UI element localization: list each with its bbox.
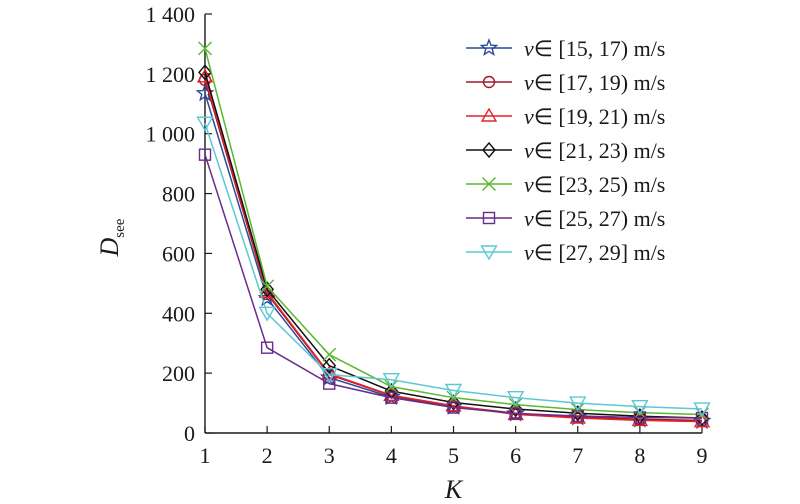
series-line <box>204 154 703 419</box>
legend-label: v∈ [21, 23) m/s <box>524 138 665 163</box>
legend-marker <box>480 245 498 261</box>
data-point <box>506 390 525 407</box>
legend-label-range: ∈ [15, 17) m/s <box>534 36 666 61</box>
data-point <box>198 148 212 161</box>
legend-label-range: ∈ [19, 21) m/s <box>534 104 666 129</box>
y-axis-title-sub: see <box>112 218 128 237</box>
y-tick-label: 1 000 <box>146 122 196 147</box>
legend-label: v∈ [17, 19) m/s <box>524 70 665 95</box>
y-axis-title-main: D <box>95 237 124 257</box>
legend-marker <box>479 38 499 57</box>
legend-label-range: ∈ [17, 19) m/s <box>534 70 666 95</box>
y-tick-label: 1 400 <box>146 2 196 27</box>
legend-label-range: ∈ [27, 29] m/s <box>534 240 666 265</box>
data-point <box>631 399 649 416</box>
x-tick-label: 9 <box>697 443 708 468</box>
legend-item: v∈ [21, 23) m/s <box>466 138 665 163</box>
legend-item: v∈ [15, 17) m/s <box>466 36 665 61</box>
series-7 <box>196 116 711 418</box>
data-point <box>260 341 274 354</box>
data-point <box>569 396 587 412</box>
legend-label-symbol: v <box>524 104 534 129</box>
data-point <box>260 281 275 298</box>
legend-marker <box>480 107 498 122</box>
legend-label-symbol: v <box>524 138 534 163</box>
x-tick-label: 4 <box>386 443 397 468</box>
legend-item: v∈ [25, 27) m/s <box>466 206 665 231</box>
series-layer <box>195 41 712 430</box>
legend-label: v∈ [15, 17) m/s <box>524 36 665 61</box>
data-point <box>382 373 401 389</box>
data-point <box>447 401 460 414</box>
legend-marker <box>482 211 496 225</box>
data-point <box>196 116 214 132</box>
x-axis-title: K <box>444 475 464 504</box>
data-point <box>258 306 276 322</box>
x-tick-label: 3 <box>324 443 335 468</box>
data-point <box>446 394 461 411</box>
legend-label: v∈ [25, 27) m/s <box>524 206 665 231</box>
legend-label: v∈ [27, 29] m/s <box>524 240 665 265</box>
x-tick-label: 2 <box>262 443 273 468</box>
data-point <box>695 407 709 422</box>
data-point <box>320 367 338 384</box>
y-tick-label: 0 <box>184 421 195 446</box>
ticks: 0 200 400 600 800 1 000 1 200 1 400 1 2 3 4 5 6 7 8 9 <box>146 2 708 468</box>
x-tick-label: 5 <box>448 443 459 468</box>
legend-label-range: ∈ [23, 25) m/s <box>534 172 666 197</box>
x-tick-label: 8 <box>634 443 645 468</box>
y-tick-label: 800 <box>162 182 195 207</box>
data-point <box>695 411 709 425</box>
data-point <box>695 409 709 427</box>
legend-item: v∈ [17, 19) m/s <box>466 70 665 95</box>
y-tick-label: 600 <box>162 241 195 266</box>
series-6 <box>198 148 709 425</box>
data-point <box>322 347 337 362</box>
data-point <box>509 407 522 420</box>
data-point <box>508 400 523 418</box>
data-point <box>444 383 463 399</box>
data-point <box>198 41 212 56</box>
series-line <box>204 123 703 410</box>
legend-label-range: ∈ [21, 23) m/s <box>534 138 666 163</box>
data-point <box>260 279 275 294</box>
y-tick-label: 1 200 <box>146 62 196 87</box>
x-tick-label: 7 <box>572 443 583 468</box>
legend-label: v∈ [19, 21) m/s <box>524 104 665 129</box>
legend-marker <box>482 75 496 89</box>
legend-item: v∈ [23, 25) m/s <box>466 172 665 197</box>
legend-label-symbol: v <box>524 206 534 231</box>
legend-label-symbol: v <box>524 70 534 95</box>
legend-item: v∈ [19, 21) m/s <box>466 104 665 129</box>
data-point <box>198 64 212 81</box>
legend: v∈ [15, 17) m/sv∈ [17, 19) m/sv∈ [19, 21… <box>466 36 665 265</box>
y-axis-title: Dsee <box>95 218 128 257</box>
y-tick-label: 200 <box>162 361 195 386</box>
x-tick-label: 1 <box>200 443 211 468</box>
series-line <box>204 76 703 423</box>
data-point <box>633 411 647 424</box>
legend-label: v∈ [23, 25) m/s <box>524 172 665 197</box>
legend-label-symbol: v <box>524 36 534 61</box>
legend-label-symbol: v <box>524 240 534 265</box>
y-tick-label: 400 <box>162 301 195 326</box>
x-tick-label: 6 <box>510 443 521 468</box>
legend-item: v∈ [27, 29] m/s <box>466 240 665 265</box>
legend-marker <box>482 177 496 191</box>
legend-label-symbol: v <box>524 172 534 197</box>
data-point <box>323 377 336 390</box>
legend-marker <box>482 141 496 159</box>
data-point <box>693 402 711 418</box>
data-point <box>385 391 398 404</box>
legend-label-range: ∈ [25, 27) m/s <box>534 206 666 231</box>
series-5 <box>198 41 709 422</box>
data-point <box>322 357 337 374</box>
